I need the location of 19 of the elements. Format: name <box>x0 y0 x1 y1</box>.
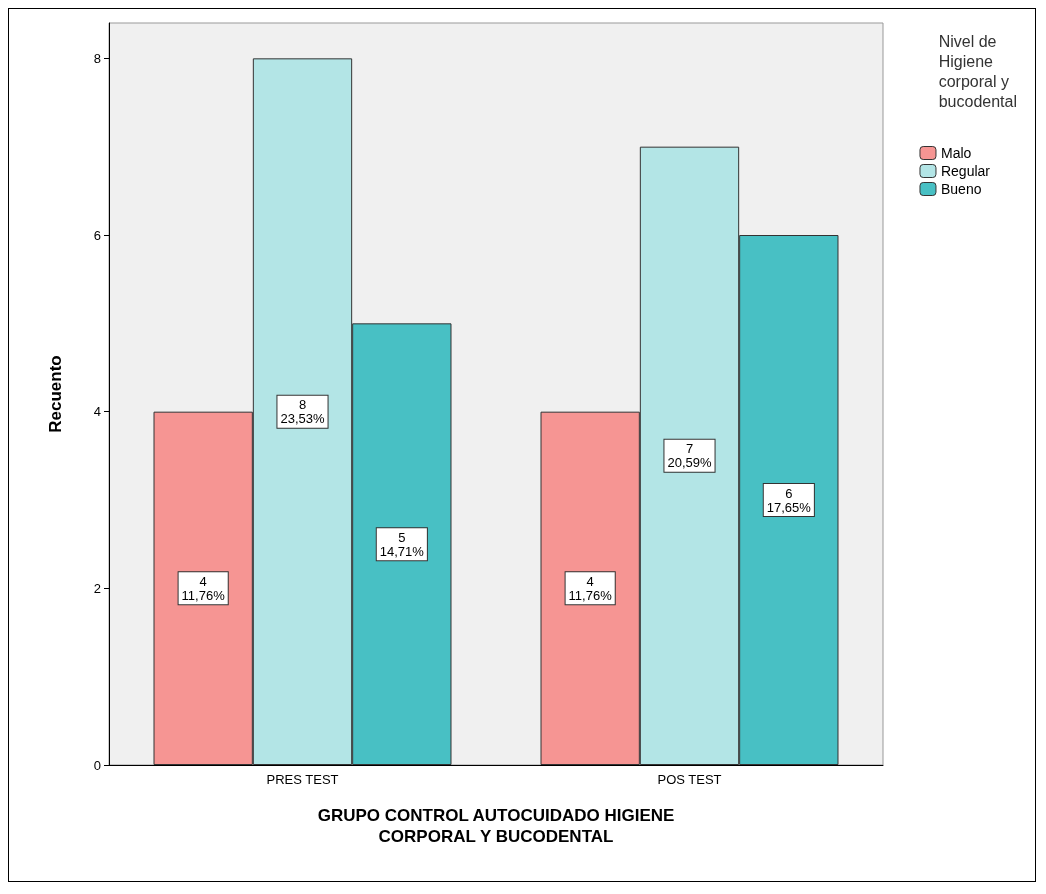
data-label: 6 17,65% <box>766 485 812 515</box>
y-axis-title: Recuento <box>46 355 65 433</box>
y-tick-label: 8 <box>93 50 101 66</box>
data-label: 4 11,76% <box>181 573 226 603</box>
y-tick-label: 4 <box>93 404 101 420</box>
y-tick-label: 0 <box>93 757 101 773</box>
legend-title: Nivel de Higiene corporal y bucodental <box>938 32 1018 110</box>
data-label: 8 23,53% <box>280 397 325 427</box>
data-label: 4 11,76% <box>568 573 613 603</box>
data-label: 5 14,71% <box>379 529 425 559</box>
data-label: 7 20,59% <box>667 441 712 471</box>
x-tick-label: POS TEST <box>657 772 722 787</box>
legend-label: Bueno <box>940 181 982 197</box>
y-tick-label: 6 <box>93 227 101 243</box>
x-tick-label: PRES TEST <box>266 772 339 787</box>
legend-label: Malo <box>940 145 972 161</box>
legend-label: Regular <box>940 163 991 179</box>
x-axis-title: GRUPO CONTROL AUTOCUIDADO HIGIENE CORPORAL Y BUCODENTAL <box>317 806 675 846</box>
y-tick-label: 2 <box>93 580 101 596</box>
